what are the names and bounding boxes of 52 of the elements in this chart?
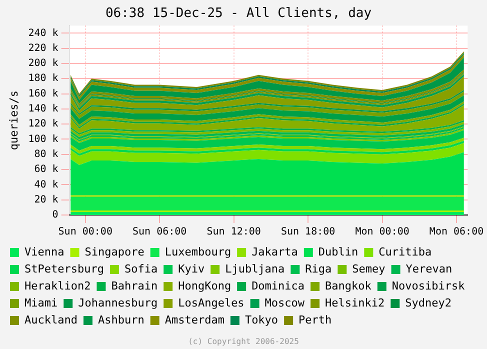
legend-label: Amsterdam xyxy=(164,313,225,326)
legend-label: Ljubljana xyxy=(225,262,285,276)
legend-label: Luxembourg xyxy=(164,245,232,258)
legend-label: Sydney2 xyxy=(405,296,452,310)
legend-label: Sofia xyxy=(124,262,158,276)
x-tick-label: Sun 06:00 xyxy=(132,226,187,238)
legend-label: Perth xyxy=(298,313,332,326)
legend-label: Vienna xyxy=(24,245,64,258)
legend-label: Ashburn xyxy=(98,313,144,326)
legend-label: StPetersburg xyxy=(24,262,104,276)
legend-label: Moscow xyxy=(264,296,305,310)
legend-label: Helsinki2 xyxy=(325,296,385,310)
y-tick-label: 180 k xyxy=(28,73,58,84)
legend-label: Kyiv xyxy=(178,262,205,276)
legend-label: Johannesburg xyxy=(78,296,158,310)
legend-label: Jakarta xyxy=(252,245,298,258)
y-tick-label: 120 k xyxy=(28,118,58,130)
legend-label: LosAngeles xyxy=(178,296,244,310)
chart-title: 06:38 15-Dec-25 - All Clients, day xyxy=(105,6,372,22)
legend-label: Heraklion2 xyxy=(24,279,91,292)
y-tick-label: 200 k xyxy=(28,58,58,70)
x-tick-label: Mon 06:00 xyxy=(429,226,484,238)
y-tick-label: 220 k xyxy=(28,42,58,54)
legend-label: Curitiba xyxy=(378,245,432,258)
y-axis-title: queries/s xyxy=(7,90,20,150)
y-tick-label: 40 k xyxy=(34,179,58,190)
legend-label: Dublin xyxy=(318,245,358,258)
legend-label: Riga xyxy=(305,262,332,276)
legend-label: Bahrain xyxy=(111,279,158,292)
legend-label: Novosibirsk xyxy=(392,279,466,292)
y-tick-label: 20 k xyxy=(34,194,58,206)
legend-label: HongKong xyxy=(178,279,232,292)
y-tick-label: 160 k xyxy=(28,88,58,100)
x-tick-label: Sun 18:00 xyxy=(280,226,336,238)
y-tick-label: 0 xyxy=(52,210,58,221)
legend-label: Dominica xyxy=(252,279,305,292)
text: (c) Copyright 2006-2025 xyxy=(187,336,300,348)
x-tick-label: Sun 12:00 xyxy=(206,226,261,238)
legend-label: Bangkok xyxy=(325,279,372,292)
legend-label: Singapore xyxy=(84,245,144,258)
y-tick-label: 140 k xyxy=(28,104,58,115)
legend-label: Semey xyxy=(352,262,386,276)
legend-label: Tokyo xyxy=(244,313,278,326)
y-tick-label: 80 k xyxy=(34,148,58,160)
legend-label: Auckland xyxy=(24,313,78,326)
x-tick-label: Mon 00:00 xyxy=(355,226,410,238)
y-tick-label: 60 k xyxy=(34,164,58,176)
legend-label: Yerevan xyxy=(406,262,452,276)
y-tick-label: 240 k xyxy=(28,28,58,39)
legend-label: Miami xyxy=(24,296,58,310)
y-tick-label: 100 k xyxy=(28,134,58,145)
x-tick-label: Sun 00:00 xyxy=(58,226,112,238)
